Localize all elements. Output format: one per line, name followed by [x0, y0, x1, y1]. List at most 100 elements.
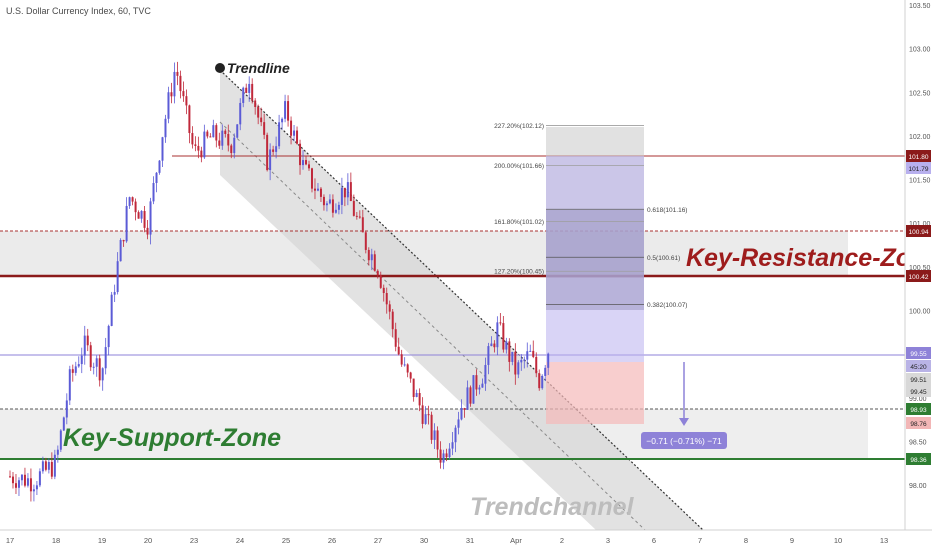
candle-body-164	[499, 322, 502, 324]
candle-body-4	[20, 474, 23, 481]
candle-body-177	[538, 373, 541, 389]
price-tick-6: 100.50	[909, 265, 931, 272]
candle-body-117	[358, 216, 361, 218]
candle-body-114	[349, 182, 352, 201]
projection-label: −0.71 (−0.71%) −71	[646, 436, 722, 446]
candle-body-94	[290, 120, 293, 136]
trend-channel-mid	[219, 121, 646, 531]
candle-body-16	[56, 449, 59, 455]
candle-body-168	[511, 351, 514, 362]
candle-body-18	[62, 417, 65, 431]
candle-body-173	[526, 351, 529, 360]
candle-body-103	[316, 188, 319, 191]
candle-body-96	[296, 130, 299, 144]
level-tag-2[interactable]	[906, 225, 931, 237]
candle-body-162	[493, 343, 496, 348]
time-tick-3: 20	[144, 536, 152, 545]
candle-body-131	[400, 354, 403, 365]
level-tag-0[interactable]	[906, 150, 931, 162]
candle-body-31	[101, 368, 104, 381]
candle-body-39	[125, 205, 128, 242]
price-tick-5: 101.00	[909, 221, 931, 228]
candle-body-99	[305, 160, 308, 165]
level-tag-6[interactable]	[906, 373, 931, 385]
projection-label-box[interactable]	[641, 432, 727, 449]
candle-body-102	[313, 188, 316, 191]
target-box[interactable]	[546, 156, 644, 362]
trendline[interactable]	[219, 69, 704, 531]
candle-body-74	[230, 145, 233, 154]
candle-body-69	[215, 125, 218, 141]
time-tick-13: 3	[606, 536, 610, 545]
candle-body-7	[29, 478, 32, 492]
time-tick-5: 24	[236, 536, 244, 545]
candle-body-91	[281, 118, 284, 123]
candle-body-27	[89, 345, 92, 368]
fib-ext-label-0: 227.20%(102.12)	[494, 123, 544, 130]
level-tag-3[interactable]	[906, 270, 931, 282]
candle-body-33	[107, 325, 110, 348]
candle-body-134	[409, 372, 412, 379]
candle-body-82	[254, 100, 257, 107]
candle-body-29	[95, 358, 98, 367]
candle-body-84	[260, 117, 263, 123]
candle-body-178	[541, 375, 544, 389]
candle-body-167	[508, 341, 511, 362]
candle-body-136	[415, 392, 418, 397]
time-tick-19: 13	[880, 536, 888, 545]
candle-body-5	[23, 474, 26, 486]
candle-body-51	[161, 137, 164, 161]
level-tag-4[interactable]	[906, 347, 931, 359]
stop-box[interactable]	[546, 362, 644, 424]
chart-title: U.S. Dollar Currency Index, 60, TVC	[6, 6, 151, 16]
candle-body-159	[484, 364, 487, 384]
level-tag-9[interactable]	[906, 417, 931, 429]
level-tag-8[interactable]	[906, 403, 931, 415]
candle-body-2	[14, 483, 17, 488]
candle-body-15	[53, 454, 56, 477]
level-tag-5[interactable]	[906, 360, 931, 372]
candle-body-127	[388, 304, 391, 312]
candle-body-11	[41, 461, 44, 472]
fib-ret-label-1: 0.5(100.61)	[647, 255, 680, 262]
candle-body-28	[92, 366, 95, 368]
level-tag-7[interactable]	[906, 385, 931, 397]
level-tag-label-4: 99.55	[910, 351, 927, 358]
candle-body-89	[275, 146, 278, 152]
candle-body-22	[74, 366, 77, 373]
candle-body-46	[146, 227, 149, 235]
candle-body-169	[514, 351, 517, 375]
time-tick-8: 27	[374, 536, 382, 545]
candle-body-63	[197, 145, 200, 151]
candle-body-66	[206, 131, 209, 137]
candle-body-130	[397, 346, 400, 355]
price-axis[interactable]	[905, 0, 932, 530]
candle-body-32	[104, 347, 107, 369]
candle-body-150	[457, 419, 460, 428]
candle-body-1	[11, 476, 14, 484]
candle-body-21	[71, 369, 74, 373]
candle-body-36	[116, 261, 119, 293]
level-tag-1[interactable]	[906, 162, 931, 174]
time-tick-18: 10	[834, 536, 842, 545]
time-tick-15: 7	[698, 536, 702, 545]
candle-body-101	[310, 168, 313, 189]
candle-body-161	[490, 343, 493, 347]
candle-body-118	[361, 217, 364, 233]
candle-body-19	[65, 400, 68, 418]
candle-body-38	[122, 240, 125, 242]
candle-body-113	[346, 182, 349, 198]
candle-body-37	[119, 240, 122, 262]
candle-body-30	[98, 358, 101, 381]
time-axis[interactable]	[0, 530, 932, 550]
candle-body-132	[403, 364, 406, 366]
trendline-anchor-dot[interactable]	[215, 63, 225, 73]
level-tag-label-1: 101.79	[909, 166, 929, 173]
candle-body-151	[460, 408, 463, 420]
candle-body-49	[155, 172, 158, 184]
level-tag-10[interactable]	[906, 453, 931, 465]
candle-body-124	[379, 275, 382, 288]
candle-body-123	[376, 270, 379, 276]
fib-ext-label-1: 200.00%(101.66)	[494, 163, 544, 170]
